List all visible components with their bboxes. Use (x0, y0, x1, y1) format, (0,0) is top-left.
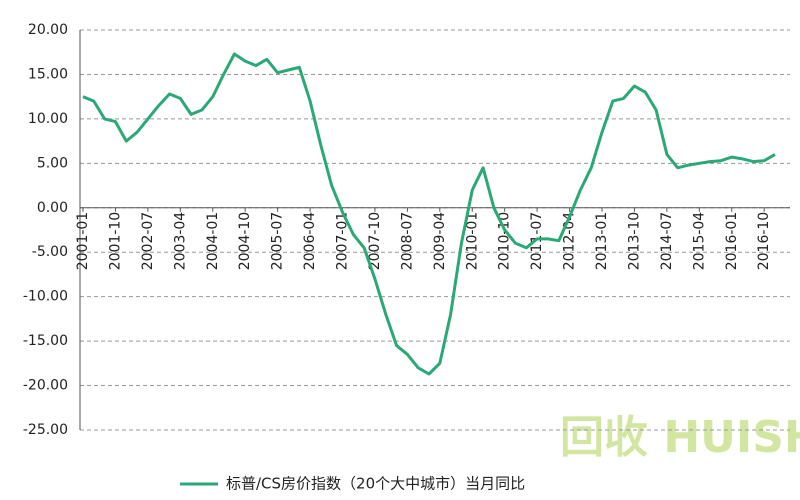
y-tick-label: -20.00 (23, 378, 68, 394)
x-tick-label: 2002-07 (140, 212, 156, 271)
x-tick-label: 2004-01 (205, 212, 221, 271)
y-tick-label: 20.00 (28, 22, 68, 38)
x-tick-label: 2011-07 (529, 212, 545, 271)
x-tick-label: 2001-01 (75, 212, 91, 271)
x-tick-label: 2003-04 (172, 212, 188, 271)
x-tick-label: 2016-10 (756, 212, 772, 271)
y-tick-label: -15.00 (23, 333, 68, 349)
x-tick-label: 2010-01 (464, 212, 480, 271)
x-tick-label: 2007-10 (367, 212, 383, 271)
x-tick-label: 2014-07 (659, 212, 675, 271)
legend-label: 标普/CS房价指数（20个大中城市）当月同比 (226, 475, 525, 493)
x-tick-label: 2010-10 (497, 212, 513, 271)
x-tick-label: 2007-01 (335, 212, 351, 271)
y-tick-label: -25.00 (23, 422, 68, 438)
watermark: 回收 HUISHOUREN (560, 412, 800, 463)
x-tick-label: 2015-04 (691, 212, 707, 271)
x-tick-label: 2004-10 (237, 212, 253, 271)
x-tick-label: 2001-10 (107, 212, 123, 271)
line-series (82, 52, 776, 376)
y-tick-label: -5.00 (32, 244, 68, 260)
x-tick-label: 2005-07 (270, 212, 286, 271)
y-tick-label: 10.00 (28, 111, 68, 127)
x-tick-label: 2016-01 (724, 212, 740, 271)
y-tick-label: 15.00 (28, 66, 68, 82)
y-tick-label: -10.00 (23, 289, 68, 305)
y-tick-label: 0.00 (37, 200, 68, 216)
x-tick-label: 2008-07 (399, 212, 415, 271)
x-tick-label: 2012-04 (562, 212, 578, 271)
x-tick-label: 2009-04 (432, 212, 448, 271)
x-tick-label: 2006-04 (302, 212, 318, 271)
y-tick-label: 5.00 (37, 155, 68, 171)
x-tick-label: 2013-01 (594, 212, 610, 271)
x-tick-label: 2013-10 (626, 212, 642, 271)
